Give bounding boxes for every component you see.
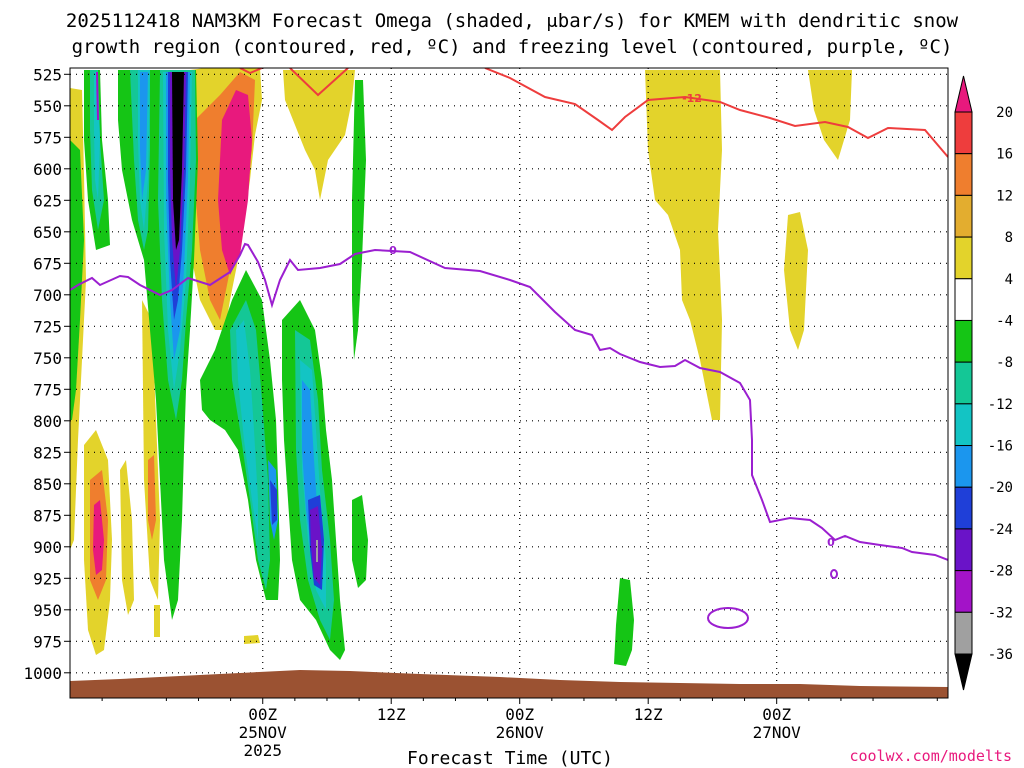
chart-title-line1: 2025112418 NAM3KM Forecast Omega (shaded… bbox=[66, 10, 959, 32]
colorbar-level-label: 12 bbox=[996, 188, 1013, 204]
colorbar-swatch bbox=[954, 528, 973, 572]
colorbar-level-label: -4 bbox=[996, 313, 1013, 329]
colorbar-level-label: -28 bbox=[988, 564, 1013, 580]
colorbar-swatch bbox=[954, 361, 973, 405]
omega-region-blue bbox=[140, 72, 148, 200]
colorbar-swatch bbox=[954, 194, 973, 238]
y-tick-label: 600 bbox=[33, 160, 62, 179]
colorbar-swatch bbox=[954, 236, 973, 280]
omega-region-yellow bbox=[142, 300, 160, 600]
plot-frame bbox=[69, 67, 949, 699]
colorbar-swatch bbox=[954, 403, 973, 447]
y-tick-label: 975 bbox=[33, 632, 62, 651]
y-tick-label: 575 bbox=[33, 128, 62, 147]
omega-region-green bbox=[70, 140, 84, 420]
x-tick-label: 00Z bbox=[762, 705, 791, 724]
x-tick-label: 00Z bbox=[505, 705, 534, 724]
colorbar-level-label: 4 bbox=[1005, 272, 1013, 288]
colorbar-level-label: 16 bbox=[996, 147, 1013, 163]
colorbar-swatch bbox=[954, 319, 973, 363]
freezing-level-contour-label: 0 bbox=[827, 536, 835, 549]
colorbar-swatch bbox=[954, 153, 973, 196]
x-tick-label: 2025 bbox=[243, 741, 282, 760]
omega-region-yellow bbox=[154, 605, 160, 637]
x-tick-label: 00Z bbox=[248, 705, 277, 724]
omega-region-yellow bbox=[120, 460, 134, 615]
terrain-fill bbox=[70, 670, 948, 698]
omega-region-yellow bbox=[244, 635, 260, 644]
y-tick-label: 875 bbox=[33, 506, 62, 525]
colorbar-bottom-arrow bbox=[954, 653, 973, 691]
y-tick-label: 775 bbox=[33, 380, 62, 399]
x-axis-title: Forecast Time (UTC) bbox=[407, 748, 613, 768]
y-tick-label: 825 bbox=[33, 443, 62, 462]
colorbar-level-label: 8 bbox=[1005, 230, 1013, 246]
colorbar-level-label: -32 bbox=[988, 605, 1013, 621]
omega-shading bbox=[70, 68, 852, 666]
y-tick-label: 900 bbox=[33, 538, 62, 557]
colorbar-level-label: -20 bbox=[988, 480, 1013, 496]
y-tick-label: 925 bbox=[33, 569, 62, 588]
freezing-level-closed-contour bbox=[707, 607, 749, 629]
x-tick-label: 26NOV bbox=[496, 723, 545, 742]
omega-region-magenta bbox=[93, 500, 104, 575]
omega-region-grey bbox=[316, 540, 318, 562]
y-tick-label: 625 bbox=[33, 191, 62, 210]
omega-region-magenta bbox=[218, 90, 252, 275]
omega-region-purple bbox=[96, 72, 99, 120]
x-tick-label: 25NOV bbox=[239, 723, 288, 742]
colorbar-level-label: -8 bbox=[996, 355, 1013, 371]
y-tick-label: 1000 bbox=[23, 664, 62, 683]
y-tick-label: 725 bbox=[33, 317, 62, 336]
colorbar-level-label: -12 bbox=[988, 397, 1013, 413]
omega-region-darkblue bbox=[270, 480, 277, 525]
omega-region-orange bbox=[148, 455, 156, 540]
credit-text: coolwx.com/modelts bbox=[849, 747, 1012, 765]
omega-region-yellow bbox=[283, 70, 355, 200]
omega-region-yellow bbox=[645, 70, 722, 420]
y-tick-label: 675 bbox=[33, 254, 62, 273]
omega-region-green bbox=[614, 578, 634, 666]
omega-region-green bbox=[352, 495, 368, 588]
x-tick-label: 27NOV bbox=[753, 723, 802, 742]
y-tick-label: 750 bbox=[33, 349, 62, 368]
colorbar-swatch bbox=[954, 445, 973, 488]
colorbar-swatch bbox=[954, 611, 973, 655]
colorbar-swatch bbox=[954, 570, 973, 613]
colorbar-swatch bbox=[954, 486, 973, 530]
y-gridlines bbox=[70, 73, 948, 674]
colorbar-legend: 20 16 12 8 4 -4 -8 -12 -16 -20 -24 -28 -32 -36 bbox=[954, 75, 1013, 691]
y-tick-label: 850 bbox=[33, 475, 62, 494]
colorbar-top-arrow bbox=[954, 75, 973, 113]
freezing-level-contour-line bbox=[70, 242, 948, 561]
x-tick-label: 12Z bbox=[634, 705, 663, 724]
plot-area bbox=[70, 68, 948, 698]
y-tick-label: 950 bbox=[33, 601, 62, 620]
omega-region-yellow bbox=[784, 212, 808, 350]
omega-region-yellow bbox=[808, 70, 852, 160]
dgz-contour-line bbox=[239, 68, 948, 158]
omega-region-cyan bbox=[236, 320, 258, 540]
omega-region-black bbox=[172, 72, 184, 250]
colorbar-level-label: -16 bbox=[988, 439, 1013, 455]
omega-region-green bbox=[352, 80, 366, 360]
dgz-contour-label: -12 bbox=[682, 92, 702, 105]
y-tick-label: 550 bbox=[33, 97, 62, 116]
y-axis: 525 550 575 600 625 650 675 700 725 750 775 800 825 8… bbox=[23, 65, 70, 683]
freezing-level-contour-label: 0 bbox=[389, 244, 397, 257]
colorbar-level-label: -36 bbox=[988, 647, 1013, 663]
colorbar-level-label: 20 bbox=[996, 105, 1013, 121]
colorbar-level-label: -24 bbox=[988, 522, 1013, 538]
chart-title-line2: growth region (contoured, red, ºC) and f… bbox=[72, 36, 953, 58]
y-tick-label: 700 bbox=[33, 286, 62, 305]
y-tick-label: 650 bbox=[33, 223, 62, 242]
colorbar-swatch bbox=[954, 111, 973, 155]
freezing-level-closed-contour bbox=[830, 569, 838, 579]
y-tick-label: 800 bbox=[33, 412, 62, 431]
y-tick-label: 525 bbox=[33, 65, 62, 84]
colorbar-swatch bbox=[954, 278, 973, 321]
x-tick-label: 12Z bbox=[377, 705, 406, 724]
